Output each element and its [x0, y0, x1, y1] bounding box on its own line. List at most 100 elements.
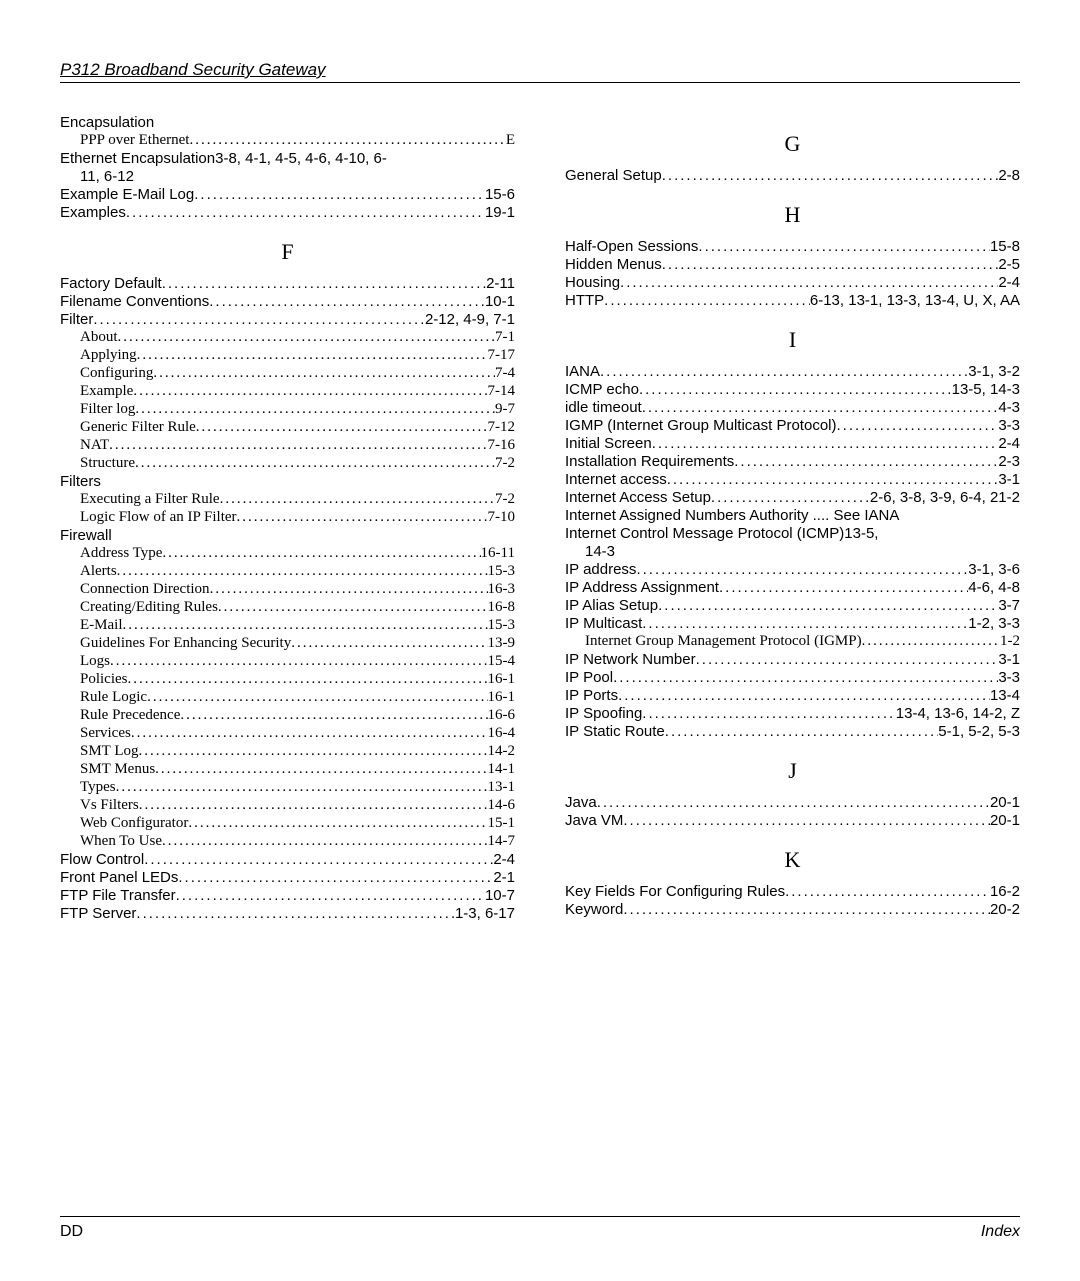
- index-entry: IP Static Route 5-1, 5-2, 5-3: [565, 723, 1020, 740]
- index-dots: [734, 453, 998, 470]
- index-entry: Java VM20-1: [565, 812, 1020, 829]
- index-page: 16-11: [481, 545, 515, 562]
- page-footer: DD Index: [60, 1216, 1020, 1241]
- index-dots: [210, 581, 488, 598]
- index-label: Internet Access Setup: [565, 489, 711, 506]
- index-dots: [135, 401, 495, 418]
- index-page: 2-1: [493, 869, 515, 886]
- index-page: 16-2: [990, 883, 1020, 900]
- index-page: 3-1, 3-2: [968, 363, 1020, 380]
- index-entry: IP Alias Setup3-7: [565, 597, 1020, 614]
- index-page: 3-3: [998, 417, 1020, 434]
- index-dots: [698, 238, 990, 255]
- index-entry: Services 16-4: [60, 725, 515, 742]
- index-entry: Generic Filter Rule7-12: [60, 419, 515, 436]
- index-entry: Vs Filters 14-6: [60, 797, 515, 814]
- index-page: 13-4: [990, 687, 1020, 704]
- index-entry: Logs 15-4: [60, 653, 515, 670]
- index-label: IANA: [565, 363, 600, 380]
- index-dots: [162, 833, 488, 850]
- index-dots: [147, 689, 487, 706]
- index-page: 14-6: [488, 797, 516, 814]
- index-dots: [155, 761, 487, 778]
- index-label: Generic Filter Rule: [80, 419, 196, 436]
- index-dots: [667, 471, 999, 488]
- index-label: idle timeout: [565, 399, 642, 416]
- index-entry: Java20-1: [565, 794, 1020, 811]
- index-line: Firewall: [60, 527, 515, 544]
- index-page: 20-1: [990, 794, 1020, 811]
- index-label: IP Address Assignment: [565, 579, 719, 596]
- index-dots: [237, 509, 488, 526]
- index-entry: Half-Open Sessions 15-8: [565, 238, 1020, 255]
- index-page: 7-10: [488, 509, 516, 526]
- index-page: 3-1: [998, 651, 1020, 668]
- index-entry: Installation Requirements2-3: [565, 453, 1020, 470]
- index-dots: [133, 383, 487, 400]
- index-entry: Housing2-4: [565, 274, 1020, 291]
- section-letter: I: [565, 327, 1020, 353]
- index-dots: [291, 635, 487, 652]
- index-entry: NAT7-16: [60, 437, 515, 454]
- index-entry: IP Multicast1-2, 3-3: [565, 615, 1020, 632]
- index-entry: FTP Server 1-3, 6-17: [60, 905, 515, 922]
- index-label: IP Pool: [565, 669, 613, 686]
- index-page: 2-12, 4-9, 7-1: [425, 311, 515, 328]
- index-page: 20-1: [990, 812, 1020, 829]
- index-dots: [613, 669, 998, 686]
- index-label: IP Static Route: [565, 723, 665, 740]
- index-page: 13-4, 13-6, 14-2, Z: [896, 705, 1020, 722]
- index-dots: [642, 615, 968, 632]
- index-entry: FTP File Transfer10-7: [60, 887, 515, 904]
- index-label: Policies: [80, 671, 128, 688]
- section-letter: F: [60, 239, 515, 265]
- right-column: GGeneral Setup2-8HHalf-Open Sessions15-8…: [565, 113, 1020, 923]
- index-entry: Flow Control2-4: [60, 851, 515, 868]
- index-entry: Internet Access Setup 2-6, 3-8, 3-9, 6-4…: [565, 489, 1020, 506]
- index-label: Configuring: [80, 365, 153, 382]
- index-page: 14-7: [488, 833, 516, 850]
- index-dots: [176, 887, 485, 904]
- index-label: Example E-Mail Log: [60, 186, 194, 203]
- index-label: Applying: [80, 347, 137, 364]
- index-page: 16-8: [488, 599, 516, 616]
- index-page: E: [506, 132, 515, 149]
- section-letter: G: [565, 131, 1020, 157]
- index-label: Address Type: [80, 545, 162, 562]
- section-letter: K: [565, 847, 1020, 873]
- index-dots: [642, 705, 895, 722]
- index-dots: [837, 417, 999, 434]
- index-page: 16-6: [488, 707, 516, 724]
- index-entry: IANA 3-1, 3-2: [565, 363, 1020, 380]
- index-label: About: [80, 329, 118, 346]
- index-label: General Setup: [565, 167, 662, 184]
- index-dots: [162, 545, 480, 562]
- index-entry: When To Use 14-7: [60, 833, 515, 850]
- index-entry: Examples19-1: [60, 204, 515, 221]
- index-label: NAT: [80, 437, 109, 454]
- index-entry: PPP over EthernetE: [60, 132, 515, 149]
- index-page: 15-3: [488, 563, 516, 580]
- index-entry: Hidden Menus2-5: [565, 256, 1020, 273]
- index-page: 5-1, 5-2, 5-3: [938, 723, 1020, 740]
- index-dots: [137, 347, 488, 364]
- index-entry: IGMP (Internet Group Multicast Protocol)…: [565, 417, 1020, 434]
- index-label: Executing a Filter Rule: [80, 491, 220, 508]
- index-dots: [196, 419, 488, 436]
- index-entry: SMT Log 14-2: [60, 743, 515, 760]
- index-dots: [144, 851, 493, 868]
- index-entry: Filter 2-12, 4-9, 7-1: [60, 311, 515, 328]
- index-label: SMT Menus: [80, 761, 155, 778]
- index-dots: [600, 363, 968, 380]
- index-page: 7-4: [495, 365, 515, 382]
- index-dots: [138, 743, 487, 760]
- index-page: 15-8: [990, 238, 1020, 255]
- index-label: Half-Open Sessions: [565, 238, 698, 255]
- index-entry: IP Spoofing 13-4, 13-6, 14-2, Z: [565, 705, 1020, 722]
- index-page: 14-1: [488, 761, 516, 778]
- index-label: Logs: [80, 653, 110, 670]
- index-page: 15-3: [488, 617, 516, 634]
- index-label: SMT Log: [80, 743, 138, 760]
- index-page: 16-4: [488, 725, 516, 742]
- index-dots: [636, 561, 968, 578]
